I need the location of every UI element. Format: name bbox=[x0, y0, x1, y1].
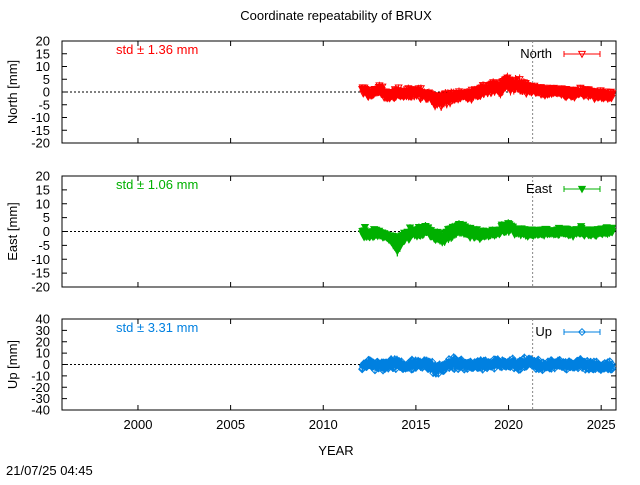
chart-title: Coordinate repeatability of BRUX bbox=[240, 8, 432, 23]
std-label-north: std ± 1.36 mm bbox=[116, 42, 198, 57]
series-north bbox=[359, 73, 616, 111]
y-tick-label: -5 bbox=[38, 97, 50, 112]
std-label-up: std ± 3.31 mm bbox=[116, 320, 198, 335]
y-tick-label: -10 bbox=[31, 252, 50, 267]
y-axis-title-north: North [mm] bbox=[5, 60, 20, 124]
std-label-east: std ± 1.06 mm bbox=[116, 177, 198, 192]
y-tick-label: 20 bbox=[36, 34, 50, 49]
series-up bbox=[359, 353, 616, 377]
y-tick-label: -10 bbox=[31, 110, 50, 125]
y-tick-label: 10 bbox=[36, 59, 50, 74]
y-tick-label: 20 bbox=[36, 169, 50, 184]
y-tick-label: -15 bbox=[31, 123, 50, 138]
y-tick-label: 5 bbox=[43, 210, 50, 225]
y-tick-label: 0 bbox=[43, 85, 50, 100]
legend-label-north: North bbox=[520, 46, 552, 61]
y-tick-label: -5 bbox=[38, 238, 50, 253]
y-tick-label: -15 bbox=[31, 266, 50, 281]
legend-label-up: Up bbox=[535, 324, 552, 339]
series-east bbox=[359, 219, 616, 256]
legend-up: Up bbox=[535, 324, 600, 339]
y-axis-title-up: Up [mm] bbox=[5, 340, 20, 389]
legend-east: East bbox=[526, 181, 600, 196]
y-axis-title-east: East [mm] bbox=[5, 202, 20, 261]
y-tick-label: 10 bbox=[36, 196, 50, 211]
y-tick-label: 15 bbox=[36, 46, 50, 61]
y-tick-label: 0 bbox=[43, 224, 50, 239]
y-tick-label: -20 bbox=[31, 136, 50, 151]
legend-north: North bbox=[520, 46, 600, 61]
y-tick-label: 5 bbox=[43, 72, 50, 87]
y-tick-label: 40 bbox=[36, 312, 50, 327]
y-tick-label: -20 bbox=[31, 280, 50, 295]
y-tick-label: 15 bbox=[36, 182, 50, 197]
legend-label-east: East bbox=[526, 181, 552, 196]
